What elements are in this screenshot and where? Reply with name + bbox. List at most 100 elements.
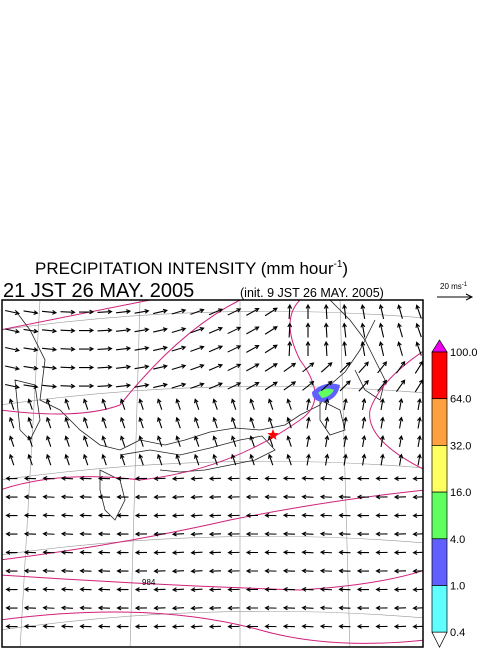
wind-arrow	[361, 453, 367, 466]
wind-arrow	[134, 308, 150, 314]
wind-arrow	[83, 435, 89, 447]
wind-arrow	[246, 308, 260, 316]
wind-arrow	[287, 340, 293, 357]
wind-arrow	[42, 605, 55, 611]
wind-arrow	[338, 605, 351, 611]
wind-arrow	[212, 453, 218, 466]
wind-arrow	[115, 364, 132, 370]
wind-arrow	[264, 605, 277, 611]
wind-arrow	[23, 624, 37, 629]
wind-arrow	[231, 435, 237, 447]
wind-arrow	[227, 494, 240, 500]
isobar	[2, 300, 241, 415]
wind-arrow	[208, 624, 222, 629]
wind-arrow	[268, 453, 274, 466]
title-exponent: -1	[333, 259, 342, 270]
wind-arrow	[282, 494, 296, 500]
wind-arrow	[64, 416, 70, 429]
wind-arrow	[79, 476, 92, 481]
wind-arrow	[115, 346, 132, 351]
wind-arrow	[393, 531, 407, 537]
wind-arrow	[301, 512, 314, 518]
colorbar-segment	[431, 445, 448, 493]
wind-arrow	[153, 345, 168, 352]
wind-arrow	[83, 416, 89, 429]
wind-arrow	[171, 476, 185, 482]
wind-arrow	[282, 531, 296, 537]
parallel	[2, 460, 423, 481]
wind-arrow	[116, 476, 129, 481]
wind-arrow	[377, 361, 388, 374]
wind-arrow	[79, 587, 92, 592]
wind-arrow	[246, 326, 260, 335]
wind-arrow	[175, 435, 181, 447]
wind-arrow	[171, 605, 185, 611]
wind-arrow	[42, 549, 55, 555]
wind-arrow	[231, 453, 237, 466]
colorbar-label: 32.0	[450, 440, 471, 452]
wind-arrow	[97, 383, 113, 389]
meridian	[339, 300, 351, 647]
wind-arrow	[319, 531, 333, 537]
wind-arrow	[375, 476, 388, 481]
wind-arrow	[5, 309, 20, 316]
wind-arrow	[157, 435, 163, 447]
wind-arrow	[153, 494, 166, 500]
wind-arrow	[301, 605, 314, 611]
wind-arrow	[5, 494, 18, 500]
wind-arrow	[286, 453, 292, 466]
wind-arrow	[227, 326, 242, 335]
wind-arrow	[245, 587, 259, 592]
wind-arrow	[97, 513, 111, 518]
wind-arrow	[417, 453, 422, 466]
wind-arrow	[268, 416, 274, 429]
wind-arrow	[97, 494, 111, 500]
wind-arrow	[79, 550, 92, 555]
wind-arrow	[264, 344, 278, 354]
wind-arrow	[120, 453, 126, 466]
wind-arrow	[264, 326, 278, 335]
wind-arrow	[393, 550, 407, 555]
wind-arrow	[157, 398, 163, 410]
wind-arrow	[97, 309, 113, 315]
wind-arrow	[343, 397, 348, 411]
wind-arrow	[227, 382, 242, 390]
wind-arrow	[153, 605, 166, 611]
wind-arrow	[306, 434, 311, 448]
wind-arrow	[227, 476, 240, 481]
isobar	[2, 489, 423, 561]
wind-arrow	[249, 416, 255, 429]
wind-arrow	[153, 513, 166, 518]
wind-arrow	[338, 476, 351, 481]
wind-arrow	[375, 531, 388, 537]
wind-arrow	[157, 416, 163, 429]
wind-arrow	[194, 398, 200, 410]
wind-arrow	[282, 605, 296, 611]
wind-arrow	[116, 605, 129, 611]
wind-arrow	[175, 398, 181, 410]
wind-arrow	[134, 327, 150, 333]
colorbar-label: 4.0	[450, 534, 465, 546]
wind-arrow	[134, 531, 148, 537]
wind-arrow	[208, 308, 224, 316]
wind-arrow	[190, 363, 205, 371]
wind-arrow	[5, 513, 18, 518]
wind-arrow	[60, 549, 74, 555]
wind-arrow	[417, 434, 422, 448]
wind-arrow	[301, 568, 314, 574]
wind-arrow	[97, 364, 113, 370]
wind-arrow	[378, 341, 385, 356]
wind-arrow	[338, 513, 351, 518]
wind-arrow	[5, 605, 18, 611]
wind-arrow	[375, 513, 388, 518]
wind-arrow	[324, 434, 330, 448]
wind-arrow	[116, 513, 129, 518]
wind-arrow	[338, 587, 351, 592]
wind-arrow	[231, 398, 237, 410]
wind-arrow	[375, 624, 388, 629]
wind-arrow	[380, 397, 385, 411]
wind-arrow	[101, 416, 107, 429]
wind-arrow	[78, 309, 95, 315]
colorbar-segment	[431, 351, 448, 400]
